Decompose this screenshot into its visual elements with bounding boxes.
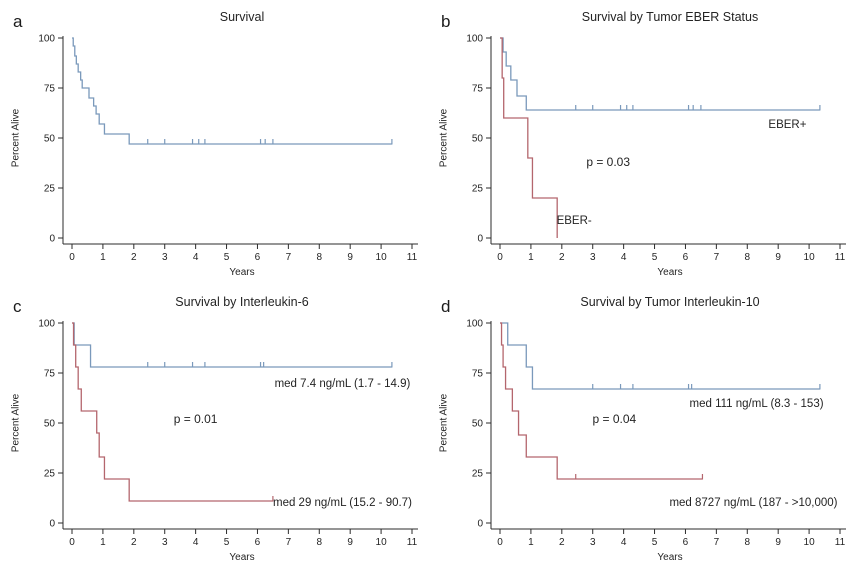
svg-text:p = 0.03: p = 0.03 — [586, 155, 630, 169]
svg-text:10: 10 — [376, 537, 388, 548]
panel-letter-d: d — [441, 296, 451, 316]
svg-text:0: 0 — [477, 234, 483, 245]
panel-title-a: Survival — [219, 10, 265, 24]
svg-text:med 7.4 ng/mL (1.7 - 14.9): med 7.4 ng/mL (1.7 - 14.9) — [275, 378, 411, 390]
svg-text:0: 0 — [497, 252, 503, 263]
svg-text:0: 0 — [477, 518, 483, 529]
svg-text:med 29 ng/mL (15.2 - 90.7): med 29 ng/mL (15.2 - 90.7) — [273, 497, 412, 509]
svg-text:med 111 ng/mL (8.3 - 153): med 111 ng/mL (8.3 - 153) — [690, 398, 824, 410]
svg-text:5: 5 — [652, 537, 658, 548]
svg-text:50: 50 — [472, 134, 484, 145]
svg-text:1: 1 — [100, 252, 106, 263]
x-axis-label-b: Years — [657, 267, 683, 278]
svg-text:2: 2 — [559, 252, 565, 263]
x-axis-label-a: Years — [229, 267, 255, 278]
svg-text:75: 75 — [472, 368, 484, 379]
svg-text:10: 10 — [804, 537, 816, 548]
survival-chart-c: 0 25 50 75 100 0 1 2 3 4 5 6 7 8 9 10 11 p = 0.01 med 7.4 … — [38, 318, 418, 548]
svg-text:4: 4 — [193, 537, 199, 548]
svg-text:9: 9 — [775, 252, 781, 263]
panel-letter-b: b — [441, 12, 451, 31]
svg-text:4: 4 — [621, 252, 627, 263]
svg-text:10: 10 — [804, 252, 816, 263]
svg-text:3: 3 — [162, 537, 168, 548]
panel-title-b: Survival by Tumor EBER Status — [581, 10, 759, 24]
svg-text:2: 2 — [559, 537, 565, 548]
x-axis-label-c: Years — [229, 551, 255, 563]
svg-text:100: 100 — [38, 318, 55, 329]
svg-text:1: 1 — [528, 537, 534, 548]
svg-text:EBER-: EBER- — [557, 215, 592, 227]
panel-letter-c: c — [13, 296, 22, 316]
svg-text:75: 75 — [44, 368, 56, 379]
svg-text:4: 4 — [193, 252, 199, 263]
svg-text:100: 100 — [466, 318, 483, 329]
svg-text:med 8727 ng/mL (187 - >10,000): med 8727 ng/mL (187 - >10,000) — [669, 497, 837, 509]
svg-text:11: 11 — [835, 252, 846, 263]
svg-text:11: 11 — [407, 537, 418, 548]
svg-text:9: 9 — [347, 252, 353, 263]
svg-text:3: 3 — [162, 252, 168, 263]
panel-title-d: Survival by Tumor Interleukin-10 — [580, 294, 760, 309]
svg-text:25: 25 — [44, 468, 56, 479]
svg-text:50: 50 — [44, 418, 56, 429]
x-axis-label-d: Years — [657, 551, 683, 563]
svg-text:11: 11 — [835, 537, 846, 548]
svg-text:1: 1 — [528, 252, 534, 263]
svg-text:7: 7 — [286, 537, 292, 548]
survival-chart-d: 0 25 50 75 100 0 1 2 3 4 5 6 7 8 9 10 11 p = 0.04 med 111 … — [466, 318, 846, 548]
svg-text:3: 3 — [590, 537, 596, 548]
svg-text:2: 2 — [131, 252, 137, 263]
svg-text:25: 25 — [472, 468, 484, 479]
svg-text:3: 3 — [590, 252, 596, 263]
survival-chart-a: 0 25 50 75 100 0 1 2 3 4 5 6 7 8 9 10 11 — [38, 34, 418, 263]
svg-text:100: 100 — [38, 34, 55, 45]
svg-text:6: 6 — [683, 537, 689, 548]
svg-text:0: 0 — [69, 537, 75, 548]
svg-text:50: 50 — [472, 418, 484, 429]
svg-text:100: 100 — [466, 34, 483, 45]
svg-text:10: 10 — [376, 252, 388, 263]
svg-text:9: 9 — [347, 537, 353, 548]
svg-text:6: 6 — [255, 252, 261, 263]
svg-text:9: 9 — [775, 537, 781, 548]
svg-text:1: 1 — [100, 537, 106, 548]
svg-text:25: 25 — [44, 184, 56, 195]
svg-text:5: 5 — [652, 252, 658, 263]
svg-text:0: 0 — [49, 234, 55, 245]
svg-text:75: 75 — [472, 84, 484, 95]
svg-text:6: 6 — [683, 252, 689, 263]
svg-text:5: 5 — [224, 252, 230, 263]
svg-text:8: 8 — [744, 252, 750, 263]
svg-text:8: 8 — [316, 537, 322, 548]
svg-text:7: 7 — [286, 252, 292, 263]
svg-text:0: 0 — [69, 252, 75, 263]
svg-text:p = 0.04: p = 0.04 — [593, 412, 637, 426]
svg-text:0: 0 — [497, 537, 503, 548]
svg-text:2: 2 — [131, 537, 137, 548]
svg-text:7: 7 — [714, 537, 720, 548]
svg-text:0: 0 — [49, 518, 55, 529]
svg-text:50: 50 — [44, 134, 56, 145]
svg-text:6: 6 — [255, 537, 261, 548]
panel-b: b Survival by Tumor EBER Status Percent … — [428, 0, 856, 284]
svg-text:11: 11 — [407, 252, 418, 263]
survival-chart-b: 0 25 50 75 100 0 1 2 3 4 5 6 7 8 9 10 11 p = 0.03 EBER+ EBE… — [466, 34, 846, 263]
svg-text:4: 4 — [621, 537, 627, 548]
panel-c: c Survival by Interleukin-6 Percent Aliv… — [0, 285, 428, 569]
svg-text:EBER+: EBER+ — [768, 119, 806, 131]
svg-text:7: 7 — [714, 252, 720, 263]
panel-letter-a: a — [13, 12, 23, 31]
svg-text:p = 0.01: p = 0.01 — [174, 412, 218, 426]
svg-text:25: 25 — [472, 184, 484, 195]
panel-title-c: Survival by Interleukin-6 — [175, 294, 309, 309]
svg-text:8: 8 — [744, 537, 750, 548]
svg-text:8: 8 — [316, 252, 322, 263]
svg-text:75: 75 — [44, 84, 56, 95]
panel-a: a Survival Percent Alive 0 25 50 75 100 0 1 2 3 4… — [0, 0, 428, 284]
panel-d: d Survival by Tumor Interleukin-10 Perce… — [428, 285, 856, 569]
svg-text:5: 5 — [224, 537, 230, 548]
